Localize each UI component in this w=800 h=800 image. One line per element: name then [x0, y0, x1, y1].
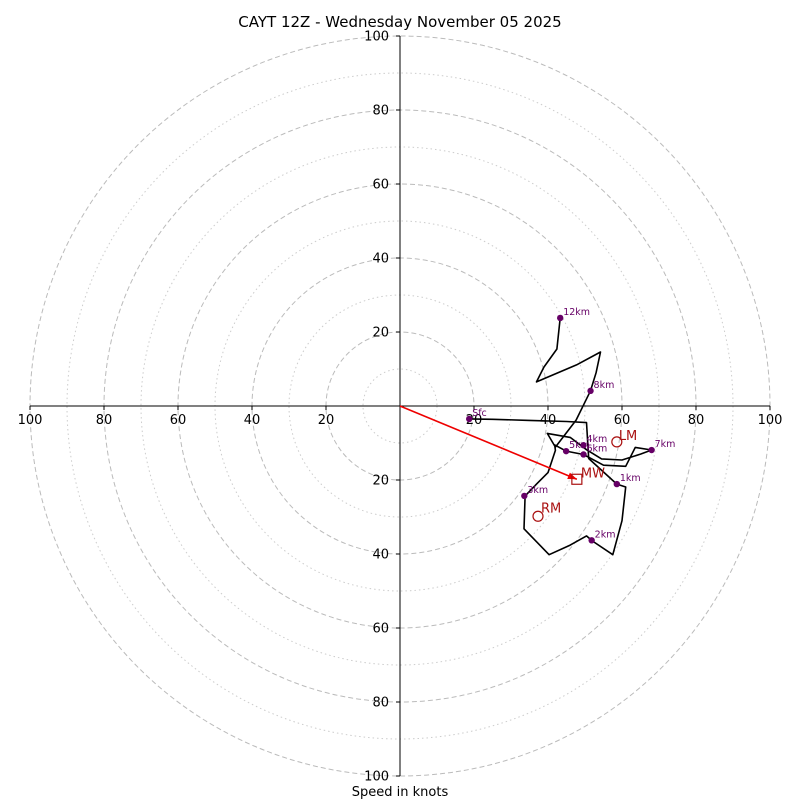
height-marker-point — [521, 492, 528, 500]
y-tick-label: 60 — [372, 178, 389, 193]
x-tick-label: 60 — [614, 413, 631, 428]
x-tick-label: 40 — [244, 413, 261, 428]
height-marker-label: Sfc — [472, 408, 487, 419]
height-marker-label: 2km — [595, 529, 616, 540]
x-tick-label: 60 — [170, 413, 187, 428]
height-marker-label: 8km — [594, 380, 615, 391]
y-tick-label: 40 — [372, 252, 389, 267]
y-tick-label: 100 — [364, 30, 389, 45]
height-marker-point — [613, 480, 621, 488]
height-marker-label: 7km — [655, 439, 676, 450]
height-marker-label: 12km — [563, 307, 590, 318]
arrow-shaft — [399, 405, 578, 480]
x-tick-label: 80 — [96, 413, 113, 428]
x-tick-label: 100 — [758, 413, 783, 428]
height-marker-point — [588, 537, 595, 544]
height-marker-point — [648, 446, 655, 454]
height-marker-point — [580, 451, 587, 458]
height-marker-label: 3km — [527, 485, 548, 496]
chart-title: CAYT 12Z - Wednesday November 05 2025 — [238, 13, 561, 31]
height-marker-label: 6km — [587, 443, 608, 454]
height-marker-point — [562, 447, 570, 455]
y-tick-label: 20 — [372, 326, 389, 341]
storm-motion-markers: MW LM RM — [532, 429, 637, 522]
height-marker-point — [465, 415, 473, 423]
y-tick-label: 40 — [372, 548, 389, 563]
height-marker-label: 1km — [620, 473, 641, 484]
x-tick-label: 80 — [688, 413, 705, 428]
left-mover-label: LM — [619, 429, 637, 444]
right-mover-marker — [532, 510, 544, 522]
x-tick-label: 100 — [18, 413, 43, 428]
y-tick-label: 20 — [372, 474, 389, 489]
y-tick-label: 80 — [372, 104, 389, 119]
mean-wind-label: MW — [581, 466, 605, 481]
x-tick-label: 20 — [318, 413, 335, 428]
y-tick-label: 80 — [372, 696, 389, 711]
height-marker-label: 5km — [569, 440, 590, 451]
height-marker-point — [557, 314, 564, 322]
y-tick-label: 60 — [372, 622, 389, 637]
left-mover-marker — [611, 436, 623, 448]
mean-wind-marker — [571, 473, 583, 485]
right-mover-label: RM — [541, 501, 561, 516]
x-axis-label: Speed in knots — [352, 785, 449, 800]
height-marker-point — [580, 442, 587, 449]
y-tick-label: 100 — [364, 770, 389, 785]
y-tick-labels: 100 80 60 40 20 20 40 60 80 100 — [364, 30, 400, 785]
height-marker-label: 4km — [587, 434, 608, 445]
height-marker-point — [587, 387, 594, 395]
x-tick-labels: 100 80 60 40 20 20 40 60 80 100 — [18, 406, 783, 428]
